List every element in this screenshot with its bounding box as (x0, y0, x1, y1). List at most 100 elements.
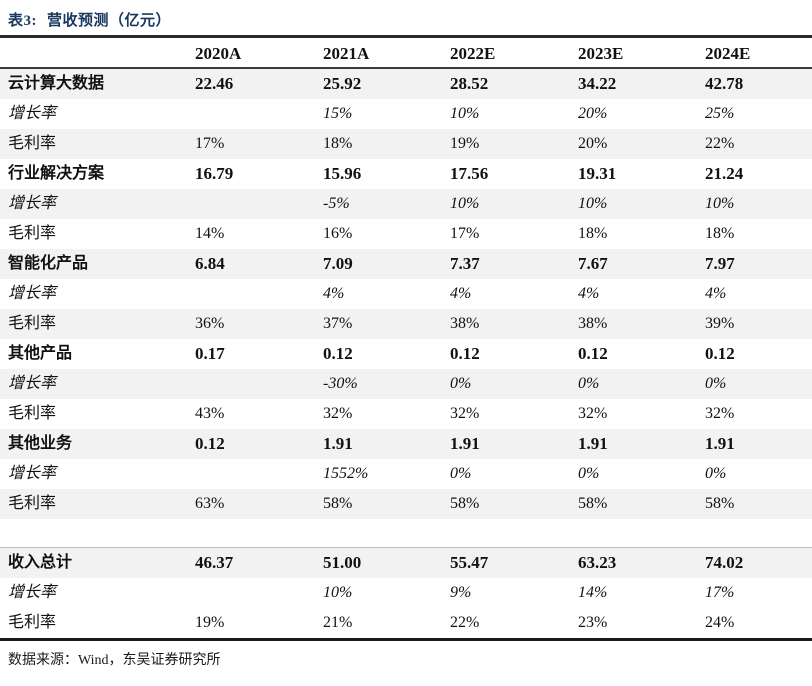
value-cell: 0% (578, 375, 600, 392)
value-cell: 38% (450, 315, 480, 332)
value-cell: 7.67 (578, 254, 608, 273)
value-cell: 58% (450, 495, 480, 512)
value-cell: 0% (450, 465, 472, 482)
value-cell: 63% (195, 495, 225, 512)
table-bottom-rule (0, 638, 812, 641)
value-cell: 7.97 (705, 254, 735, 273)
value-cell: 24% (705, 614, 735, 631)
value-cell (195, 459, 323, 489)
value-cell: 7.09 (323, 254, 353, 273)
value-cell: 4% (578, 285, 600, 302)
value-cell: 7.37 (450, 254, 480, 273)
value-cell (195, 578, 323, 608)
row-label: 毛利率 (8, 225, 57, 242)
table-body: 云计算大数据 22.46 25.92 28.52 34.22 42.78 增长率 15% 10%… (0, 69, 812, 638)
value-cell: 0% (705, 465, 727, 482)
value-cell: 25% (705, 105, 735, 122)
value-cell: 58% (578, 495, 608, 512)
value-cell: 1.91 (323, 434, 353, 453)
value-cell (195, 189, 323, 219)
row-label: 行业解决方案 (8, 165, 105, 182)
column-header: 2020A (195, 44, 242, 63)
column-header: 2024E (705, 44, 751, 63)
value-cell: 34.22 (578, 74, 617, 93)
value-cell: 0.12 (195, 434, 225, 453)
value-cell: 16.79 (195, 164, 234, 183)
table-title-bar: 表3: 营收预测（亿元） (0, 0, 812, 38)
table-row: 毛利率 14% 16% 17% 18% 18% (0, 219, 812, 249)
value-cell: -30% (323, 375, 358, 392)
value-cell: 21% (323, 614, 353, 631)
table-row: 毛利率 19% 21% 22% 23% 24% (0, 608, 812, 638)
value-cell: 0% (450, 375, 472, 392)
table-row: 毛利率 63% 58% 58% 58% 58% (0, 489, 812, 519)
value-cell: 4% (705, 285, 727, 302)
value-cell: 14% (195, 225, 225, 242)
column-header: 2021A (323, 44, 370, 63)
value-cell: 0.12 (705, 344, 735, 363)
header-empty-cell (0, 38, 195, 67)
value-cell: 10% (323, 584, 353, 601)
value-cell: 37% (323, 315, 353, 332)
value-cell: 17% (705, 584, 735, 601)
value-cell: 32% (578, 405, 608, 422)
value-cell: 19.31 (578, 164, 617, 183)
column-header: 2022E (450, 44, 496, 63)
value-cell: 55.47 (450, 553, 489, 572)
value-cell: 0.17 (195, 344, 225, 363)
row-label: 智能化产品 (8, 255, 89, 272)
value-cell: 17% (195, 135, 225, 152)
value-cell: 51.00 (323, 553, 362, 572)
value-cell: 46.37 (195, 553, 234, 572)
value-cell: 4% (323, 285, 345, 302)
table-number-label: 表3: (8, 13, 37, 29)
value-cell: 17% (450, 225, 480, 242)
row-label: 毛利率 (8, 405, 57, 422)
row-label (0, 519, 195, 547)
value-cell: 36% (195, 315, 225, 332)
value-cell: 0.12 (578, 344, 608, 363)
value-cell: 1552% (323, 465, 369, 482)
value-cell (705, 519, 812, 547)
value-cell: 21.24 (705, 164, 744, 183)
value-cell: 15.96 (323, 164, 362, 183)
table-header-row: 2020A 2021A 2022E 2023E 2024E (0, 38, 812, 69)
value-cell: 42.78 (705, 74, 744, 93)
value-cell: 19% (450, 135, 480, 152)
row-label: 其他业务 (8, 435, 73, 452)
value-cell: 0% (578, 465, 600, 482)
value-cell: 1.91 (578, 434, 608, 453)
value-cell: 22% (450, 614, 480, 631)
table-row: 其他产品 0.17 0.12 0.12 0.12 0.12 (0, 339, 812, 369)
table-title: 营收预测（亿元） (47, 13, 172, 29)
value-cell (323, 519, 450, 547)
value-cell: 6.84 (195, 254, 225, 273)
table-row: 收入总计 46.37 51.00 55.47 63.23 74.02 (0, 548, 812, 578)
table-row: 增长率 4% 4% 4% 4% (0, 279, 812, 309)
data-source-note: 数据来源：Wind，东吴证券研究所 (8, 653, 221, 668)
value-cell: 28.52 (450, 74, 489, 93)
row-label: 其他产品 (8, 345, 73, 362)
row-label: 增长率 (8, 584, 57, 601)
value-cell: 10% (450, 105, 480, 122)
value-cell: 32% (323, 405, 353, 422)
value-cell: 20% (578, 135, 608, 152)
value-cell: 18% (323, 135, 353, 152)
table-row: 行业解决方案 16.79 15.96 17.56 19.31 21.24 (0, 159, 812, 189)
row-label: 毛利率 (8, 495, 57, 512)
table-row: 增长率 15% 10% 20% 25% (0, 99, 812, 129)
value-cell: 74.02 (705, 553, 744, 572)
value-cell: 32% (705, 405, 735, 422)
value-cell: 18% (578, 225, 608, 242)
value-cell (195, 369, 323, 399)
value-cell: 4% (450, 285, 472, 302)
row-label: 毛利率 (8, 135, 57, 152)
table-row: 其他业务 0.12 1.91 1.91 1.91 1.91 (0, 429, 812, 459)
value-cell: 22.46 (195, 74, 234, 93)
row-label: 增长率 (8, 105, 57, 122)
value-cell: -5% (323, 195, 350, 212)
value-cell: 0.12 (450, 344, 480, 363)
value-cell (578, 519, 705, 547)
value-cell: 39% (705, 315, 735, 332)
